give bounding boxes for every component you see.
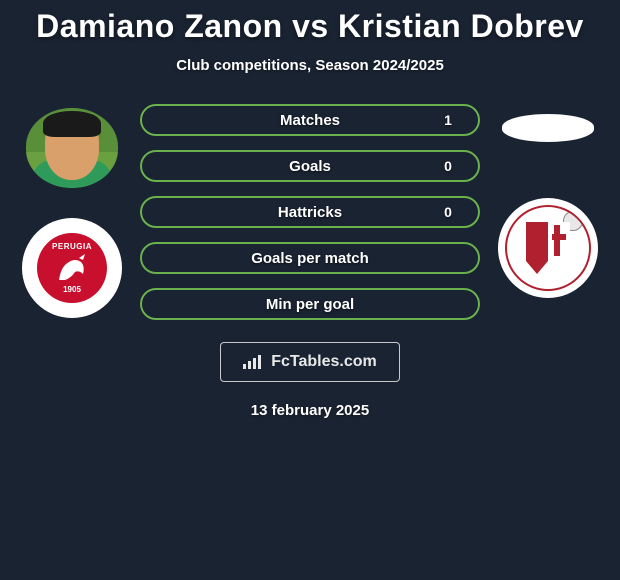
watermark-text: FcTables.com bbox=[271, 353, 377, 371]
stat-label: Goals per match bbox=[202, 250, 418, 267]
watermark-box: FcTables.com bbox=[220, 342, 400, 382]
stat-row-hattricks: Hattricks 0 bbox=[140, 196, 480, 228]
stat-label: Hattricks bbox=[202, 204, 418, 221]
stat-row-goals: Goals 0 bbox=[140, 150, 480, 182]
card-title: Damiano Zanon vs Kristian Dobrev bbox=[36, 8, 584, 45]
left-club-badge: PERUGIA 1905 bbox=[22, 218, 122, 318]
chart-icon bbox=[243, 355, 263, 369]
avatar-hair bbox=[43, 111, 101, 137]
right-player-avatar bbox=[502, 114, 594, 142]
main-area: PERUGIA 1905 Matches 1 Goals 0 bbox=[0, 104, 620, 320]
perugia-badge-inner: PERUGIA 1905 bbox=[37, 233, 107, 303]
griffin-icon bbox=[55, 252, 89, 284]
card-subtitle: Club competitions, Season 2024/2025 bbox=[176, 57, 444, 74]
cross-horizontal bbox=[552, 234, 567, 240]
stat-label: Min per goal bbox=[202, 296, 418, 313]
stat-label: Goals bbox=[202, 158, 418, 175]
left-player-avatar bbox=[26, 108, 118, 188]
shield-left bbox=[526, 222, 548, 274]
left-player-column: PERUGIA 1905 bbox=[22, 104, 122, 318]
stat-right-value: 0 bbox=[418, 158, 478, 174]
comparison-card: Damiano Zanon vs Kristian Dobrev Club co… bbox=[0, 0, 620, 419]
stat-right-value: 0 bbox=[418, 204, 478, 220]
stats-column: Matches 1 Goals 0 Hattricks 0 Goals per … bbox=[140, 104, 480, 320]
stat-label: Matches bbox=[202, 112, 418, 129]
stat-right-value: 1 bbox=[418, 112, 478, 128]
right-club-badge bbox=[498, 198, 598, 298]
right-player-column bbox=[498, 104, 598, 298]
shield-icon bbox=[526, 222, 570, 274]
cross-vertical bbox=[554, 225, 560, 256]
footer-date: 13 february 2025 bbox=[251, 402, 369, 419]
stat-row-min-per-goal: Min per goal bbox=[140, 288, 480, 320]
stat-row-goals-per-match: Goals per match bbox=[140, 242, 480, 274]
stat-row-matches: Matches 1 bbox=[140, 104, 480, 136]
rimini-badge-inner bbox=[505, 205, 591, 291]
perugia-club-text: PERUGIA bbox=[52, 242, 92, 251]
perugia-year: 1905 bbox=[63, 285, 81, 294]
